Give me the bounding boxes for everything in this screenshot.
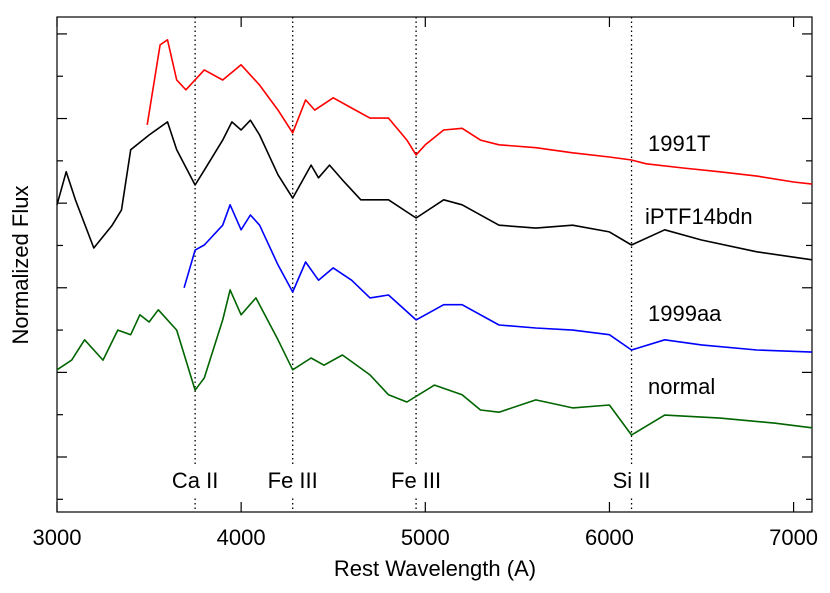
- series-label: 1999aa: [648, 301, 722, 326]
- x-axis-title: Rest Wavelength (A): [334, 556, 536, 581]
- feature-label-bg: [384, 467, 449, 497]
- feature-label: Ca II: [172, 468, 218, 493]
- x-tick-label: 3000: [33, 525, 82, 550]
- spectrum-line: [56, 119, 813, 261]
- feature-label-bg: [260, 467, 325, 497]
- series-label: normal: [648, 374, 715, 399]
- feature-label: Si II: [613, 468, 651, 493]
- x-tick-label: 6000: [585, 525, 634, 550]
- x-tick-label: 5000: [401, 525, 450, 550]
- series-label: iPTF14bdn: [645, 204, 753, 229]
- feature-label-bg: [163, 467, 228, 497]
- feature-label-bg: [599, 467, 664, 497]
- spectrum-line: [183, 204, 813, 353]
- feature-label: Fe III: [391, 468, 441, 493]
- feature-label: Fe III: [268, 468, 318, 493]
- x-tick-label: 7000: [769, 525, 818, 550]
- y-axis-title: Normalized Flux: [8, 186, 33, 345]
- spectrum-line: [56, 289, 813, 436]
- plot-frame: [56, 16, 813, 513]
- series-label: 1991T: [648, 131, 710, 156]
- x-tick-label: 4000: [217, 525, 266, 550]
- spectrum-line: [146, 39, 813, 185]
